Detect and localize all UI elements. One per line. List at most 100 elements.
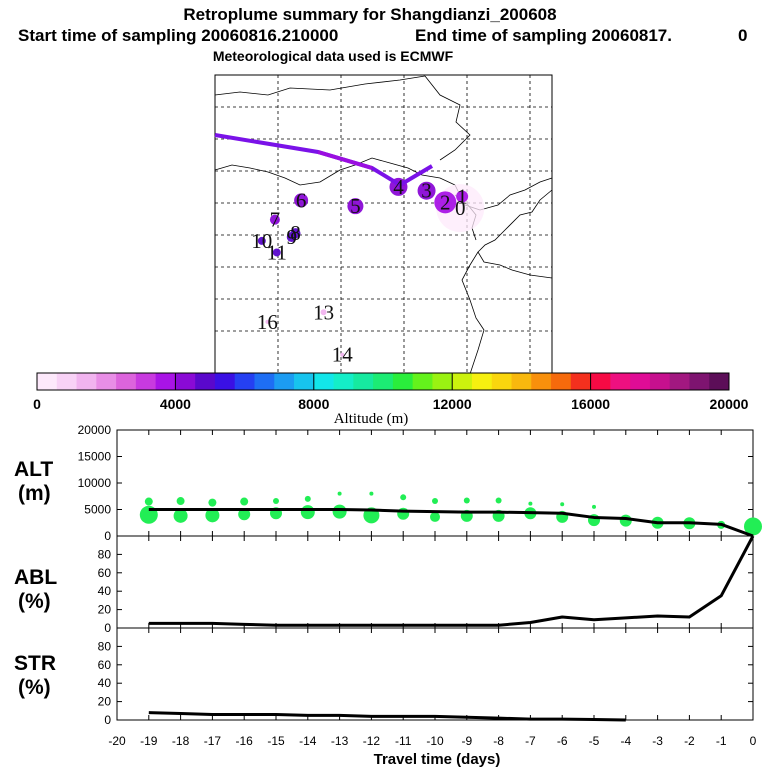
alt-plume-point: [744, 517, 762, 536]
alt-plume-point: [592, 504, 596, 509]
plume-cluster-markers: [257, 177, 485, 357]
x-tick-label: -2: [684, 734, 695, 748]
colorbar-cell: [649, 373, 671, 390]
str-line: [148, 711, 626, 722]
colorbar-cell: [56, 373, 77, 390]
colorbar-cell: [531, 373, 552, 390]
alt-plume-point: [173, 508, 188, 523]
end-time-suffix: 0: [738, 26, 747, 45]
trajectory-label-7: 7: [270, 208, 281, 232]
alt-plume-point: [176, 497, 185, 506]
trajectory-label-3: 3: [421, 179, 432, 203]
colorbar-tick-label: 16000: [571, 396, 610, 412]
colorbar-cell: [471, 373, 493, 390]
plume-marker-5: [347, 198, 364, 215]
alt-plume-point: [337, 491, 342, 496]
trajectory-label-6: 6: [296, 188, 307, 212]
abl-panel: 0 20 40 60 80: [98, 535, 755, 635]
colorbar-cell: [432, 373, 453, 390]
colorbar-cell: [254, 373, 275, 390]
trajectory-label-14: 14: [332, 343, 354, 367]
alt-plume-point: [240, 497, 249, 506]
alt-plume-point: [528, 501, 533, 506]
plume-marker-13: [320, 309, 327, 316]
abl-ytick-label: 0: [104, 621, 111, 635]
plume-marker-14: [340, 352, 345, 357]
colorbar-cell: [313, 373, 334, 390]
colorbar-cells: [37, 373, 730, 390]
colorbar-tick-label: 12000: [433, 396, 472, 412]
alt-plume-point: [300, 505, 315, 520]
colorbar-cell: [96, 373, 117, 390]
colorbar-cell: [353, 373, 374, 390]
abl-ytick-label: 20: [98, 603, 112, 617]
colorbar-tick-label: 20000: [710, 396, 749, 412]
trajectory-label-9: 9: [287, 225, 298, 249]
alt-plume-point: [208, 498, 217, 507]
plume-marker-16: [265, 319, 270, 324]
x-tick-label: -9: [461, 734, 472, 748]
colorbar-cell: [709, 373, 730, 390]
abl-panel-frame: [116, 535, 754, 629]
x-tick-label: -8: [493, 734, 504, 748]
trajectory-label-11: 11: [267, 240, 287, 264]
colorbar-cell: [373, 373, 394, 390]
colorbar-cell: [551, 373, 572, 390]
colorbar-tick-label: 8000: [298, 396, 329, 412]
alt-plume-point: [304, 495, 311, 502]
alt-plume-point: [205, 508, 220, 523]
colorbar-label: Altitude (m): [334, 411, 409, 427]
trajectory-label-2: 2: [440, 190, 451, 214]
colorbar-cell: [610, 373, 631, 390]
alt-ytick-label: 0: [104, 529, 111, 543]
alt-plume-point: [560, 502, 565, 507]
map-frame: [214, 74, 553, 375]
colorbar-tick-label: 0: [33, 396, 41, 412]
x-tick-label: -12: [363, 734, 381, 748]
colorbar-cell: [37, 373, 58, 390]
alt-plume-point: [400, 494, 407, 501]
colorbar-ticks: 0 4000 8000 12000 16000 20000: [33, 373, 749, 412]
met-data-label: Meteorological data used is ECMWF: [213, 48, 454, 64]
x-axis-label: Travel time (days): [374, 751, 501, 768]
x-tick-label: -11: [395, 734, 412, 748]
alt-plume-point: [463, 497, 470, 504]
x-tick-label: -17: [204, 734, 222, 748]
colorbar-cell: [570, 373, 591, 390]
colorbar-cell: [333, 373, 354, 390]
colorbar-cell: [135, 373, 157, 390]
x-tick-label: -3: [652, 734, 663, 748]
end-time-label: End time of sampling 20060817.: [415, 26, 672, 45]
plume-marker-3: [417, 181, 436, 200]
alt-plume-point: [619, 514, 632, 527]
trajectory-label-1: 1: [457, 185, 468, 209]
x-tick-label: -7: [525, 734, 536, 748]
alt-ytick-label: 5000: [84, 503, 111, 517]
trajectory-label-10: 10: [251, 229, 272, 253]
plume-marker-9: [286, 232, 297, 243]
start-time-label: Start time of sampling 20060816.210000: [18, 26, 338, 45]
trajectory-label-8: 8: [290, 221, 301, 245]
plume-marker-10: [257, 236, 266, 245]
colorbar-cell: [195, 373, 216, 390]
str-panel-unit: (%): [18, 676, 51, 699]
alt-plume-point: [273, 498, 279, 505]
alt-plume-point: [432, 498, 438, 505]
alt-mean-line: [148, 508, 754, 538]
plume-marker-1: [456, 190, 469, 203]
plume-marker-2: [434, 191, 457, 214]
abl-panel-label: ABL: [14, 566, 57, 589]
alt-plume-point: [369, 491, 374, 496]
x-tick-label: -13: [331, 734, 349, 748]
abl-panel-unit: (%): [18, 590, 51, 613]
alt-ytick-label: 20000: [78, 423, 112, 437]
plume-marker-11: [272, 248, 281, 257]
trajectory-label-4: 4: [393, 175, 404, 199]
trajectory-label-5: 5: [350, 194, 361, 218]
colorbar-cell: [155, 373, 176, 390]
x-tick-label: -6: [557, 734, 568, 748]
trajectory-label-13: 13: [313, 300, 334, 324]
alt-plume-point: [495, 497, 502, 504]
